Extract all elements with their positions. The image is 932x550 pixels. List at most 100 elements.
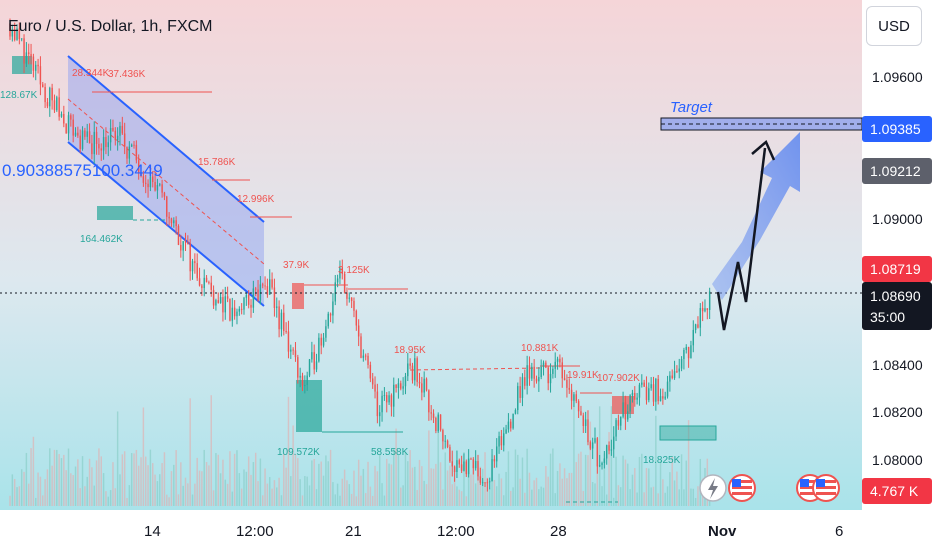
us-flag-icon[interactable] bbox=[812, 474, 840, 502]
candle-body bbox=[175, 220, 177, 227]
candle-body bbox=[519, 386, 521, 398]
price-badges: 1.09385 1.09212 1.08719 1.08690 35:00 4.… bbox=[862, 116, 932, 504]
candle-body bbox=[144, 182, 147, 184]
volume-bar bbox=[439, 462, 442, 506]
volume-bar bbox=[184, 477, 187, 506]
candle-body bbox=[591, 442, 594, 449]
candle-body bbox=[147, 183, 149, 188]
demand-zone bbox=[296, 380, 322, 432]
target-label: Target bbox=[670, 99, 713, 116]
candle-body bbox=[51, 87, 53, 101]
volume-bar bbox=[627, 463, 629, 506]
candle-body bbox=[458, 460, 461, 465]
volume-bar bbox=[269, 477, 271, 506]
volume-bar bbox=[175, 450, 177, 506]
volume-bar bbox=[545, 465, 547, 506]
previous-price-badge bbox=[862, 158, 932, 184]
volume-bar bbox=[690, 488, 692, 506]
volume-bar bbox=[329, 449, 332, 506]
volume-bar bbox=[416, 490, 418, 506]
candle-body bbox=[98, 143, 100, 149]
volume-bar bbox=[591, 482, 594, 506]
volume-bar bbox=[339, 495, 341, 506]
volume-bar bbox=[393, 448, 395, 506]
volume-bar bbox=[648, 468, 650, 506]
candle-body bbox=[226, 296, 229, 299]
candle-body bbox=[86, 131, 88, 137]
volume-bar bbox=[386, 458, 388, 506]
volume-bar bbox=[655, 415, 657, 506]
volume-annotation: 109.572K bbox=[277, 447, 320, 458]
volume-bar bbox=[13, 478, 16, 506]
volume-bar bbox=[350, 493, 353, 506]
volume-bar bbox=[685, 460, 687, 506]
candle-body bbox=[299, 375, 301, 378]
candle-body bbox=[217, 300, 219, 303]
volume-bar bbox=[538, 489, 540, 506]
volume-bar bbox=[240, 488, 243, 506]
volume-bar bbox=[58, 454, 60, 506]
volume-bar bbox=[144, 456, 147, 506]
candle-body bbox=[636, 397, 638, 400]
candle-body bbox=[540, 366, 542, 377]
demand-zone bbox=[97, 206, 133, 220]
price-axis-ticks: 1.09600 1.09000 1.08400 1.08200 1.08000 bbox=[872, 69, 923, 468]
candle-body bbox=[432, 413, 435, 419]
volume-bar bbox=[552, 448, 554, 506]
volume-bar bbox=[584, 454, 587, 506]
volume-bar bbox=[194, 483, 196, 506]
volume-bar bbox=[264, 468, 266, 506]
candle-body bbox=[121, 125, 124, 134]
volume-bar bbox=[676, 471, 678, 506]
volume-bar bbox=[35, 497, 37, 506]
volume-bar bbox=[126, 497, 128, 506]
volume-bar bbox=[460, 491, 463, 506]
candle-body bbox=[643, 382, 645, 387]
volume-bar bbox=[297, 458, 299, 506]
candle-body bbox=[671, 375, 673, 378]
volume-bar bbox=[687, 420, 690, 506]
volume-bar bbox=[589, 421, 592, 506]
candle-body bbox=[91, 143, 93, 155]
candle-body bbox=[451, 461, 453, 467]
candle-body bbox=[402, 386, 404, 389]
volume-bar bbox=[163, 452, 166, 506]
target-price-badge bbox=[862, 116, 932, 142]
price-tick: 1.09600 bbox=[872, 69, 923, 85]
us-flag-icon[interactable] bbox=[728, 474, 756, 502]
candle-body bbox=[390, 395, 393, 407]
channel-mid-line bbox=[67, 98, 265, 265]
candle-body bbox=[524, 377, 526, 386]
candle-body bbox=[664, 396, 666, 399]
volume-annotation: 37.436K bbox=[108, 69, 146, 80]
volume-bar bbox=[444, 452, 446, 506]
volume-bar bbox=[208, 465, 210, 506]
candle-body bbox=[109, 127, 112, 143]
candle-body bbox=[308, 359, 311, 376]
candle-body bbox=[149, 176, 152, 188]
volume-bar bbox=[210, 395, 212, 506]
candle-body bbox=[224, 296, 227, 313]
candle-body bbox=[563, 378, 566, 380]
volume-bar bbox=[554, 493, 556, 506]
candle-body bbox=[189, 243, 191, 272]
candle-body bbox=[505, 429, 507, 434]
candle-body bbox=[650, 384, 652, 389]
volume-bar bbox=[313, 459, 315, 506]
candle-body bbox=[683, 349, 685, 360]
volume-bar bbox=[484, 452, 486, 506]
candle-body bbox=[42, 84, 44, 88]
target-price-text: 1.09385 bbox=[870, 121, 921, 137]
candle-body bbox=[423, 378, 425, 393]
lightning-icon[interactable] bbox=[699, 474, 727, 502]
candle-body bbox=[355, 310, 358, 326]
candle-body bbox=[669, 375, 671, 382]
volume-bar bbox=[641, 453, 643, 506]
candle-body bbox=[641, 382, 643, 385]
currency-button[interactable]: USD bbox=[866, 6, 922, 46]
zone-line bbox=[409, 367, 541, 371]
candle-body bbox=[250, 304, 252, 308]
volume-bar bbox=[30, 448, 32, 506]
volume-bar bbox=[603, 453, 606, 506]
